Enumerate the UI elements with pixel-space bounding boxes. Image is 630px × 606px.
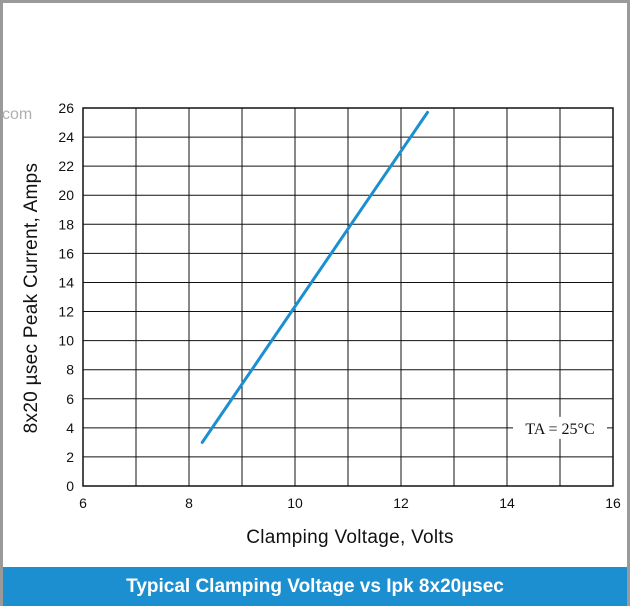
x-axis-label: Clamping Voltage, Volts <box>246 527 454 548</box>
plot-area <box>82 107 614 487</box>
y-tick-label: 20 <box>58 187 74 203</box>
x-tick-label: 16 <box>605 495 621 511</box>
chart-caption: Typical Clamping Voltage vs Ipk 8x20µsec <box>126 575 504 597</box>
series-line <box>200 110 429 444</box>
y-axis-label: 8x20 µsec Peak Current, Amps <box>21 162 42 434</box>
y-tick-label: 8 <box>66 362 74 378</box>
y-tick-label: 2 <box>66 449 74 465</box>
y-tick-label: 12 <box>58 304 74 320</box>
y-tick-label: 0 <box>66 478 74 494</box>
y-tick-label: 14 <box>58 274 74 290</box>
y-tick-label: 6 <box>66 391 74 407</box>
watermark-text: com <box>2 106 33 123</box>
y-tick-label: 10 <box>58 333 74 349</box>
y-tick-label: 18 <box>58 216 74 232</box>
x-tick-label: 14 <box>499 495 515 511</box>
x-tick-label: 8 <box>185 495 193 511</box>
y-tick-label: 24 <box>58 129 74 145</box>
x-tick-label: 10 <box>287 495 303 511</box>
temperature-annotation: TA = 25°C <box>525 421 594 438</box>
y-tick-label: 26 <box>58 100 74 116</box>
x-tick-label: 6 <box>79 495 87 511</box>
x-tick-label: 12 <box>393 495 409 511</box>
y-tick-label: 22 <box>58 158 74 174</box>
y-tick-label: 16 <box>58 245 74 261</box>
y-tick-label: 4 <box>66 420 74 436</box>
caption-bar: Typical Clamping Voltage vs Ipk 8x20µsec <box>3 567 627 606</box>
annotation-background <box>513 416 607 439</box>
